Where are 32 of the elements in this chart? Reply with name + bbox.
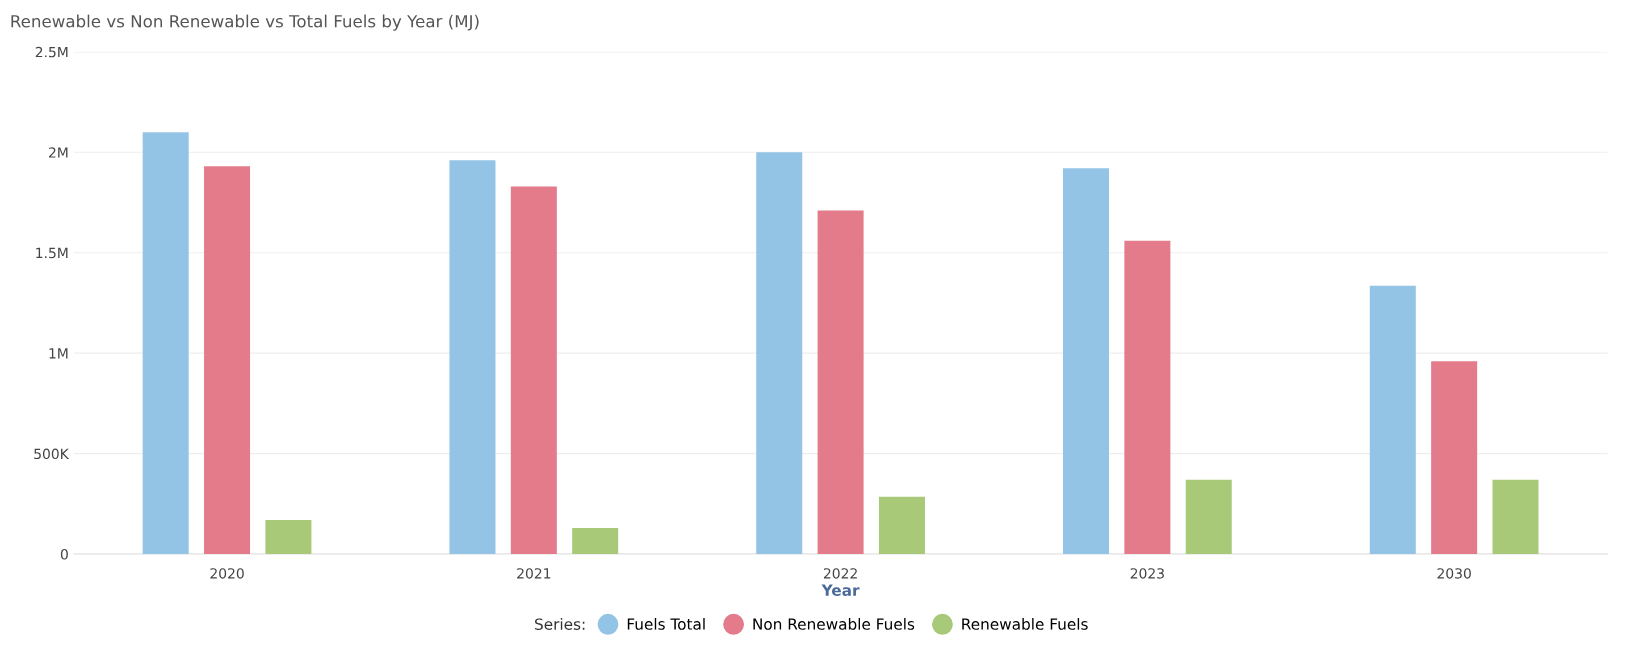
bar <box>572 527 619 555</box>
bar <box>449 160 496 555</box>
bar <box>878 496 925 555</box>
y-tick-label: 0 <box>60 549 68 560</box>
y-tick-label: 2M <box>49 147 68 158</box>
legend-label: Non Renewable Fuels <box>753 618 915 630</box>
y-tick-label: 1M <box>49 348 68 359</box>
bar <box>817 210 864 555</box>
bar <box>1492 479 1539 555</box>
x-tick-label: 2030 <box>1437 568 1471 579</box>
legend-title: Series: <box>535 618 585 630</box>
bar <box>265 519 312 555</box>
bar <box>1431 361 1478 555</box>
legend-label: Fuels Total <box>627 618 705 630</box>
bar <box>1063 168 1110 555</box>
legend-label: Renewable Fuels <box>962 618 1088 630</box>
x-tick-label: 2022 <box>823 568 857 579</box>
y-tick-label: 500K <box>34 448 70 460</box>
bar <box>204 166 251 555</box>
x-axis-title: Year <box>821 584 860 596</box>
x-tick-label: 2021 <box>517 568 551 579</box>
chart-title: Renewable vs Non Renewable vs Total Fuels by Year (MJ) <box>11 14 479 31</box>
bar <box>1369 285 1416 555</box>
x-tick-label: 2023 <box>1130 568 1164 579</box>
bar <box>142 132 189 555</box>
bar <box>756 152 803 555</box>
bar <box>1185 479 1232 555</box>
bar <box>1124 240 1171 555</box>
y-tick-label: 1.5M <box>36 247 68 259</box>
bar <box>510 186 557 555</box>
y-tick-label: 2.5M <box>35 46 68 58</box>
x-tick-label: 2020 <box>210 568 244 579</box>
